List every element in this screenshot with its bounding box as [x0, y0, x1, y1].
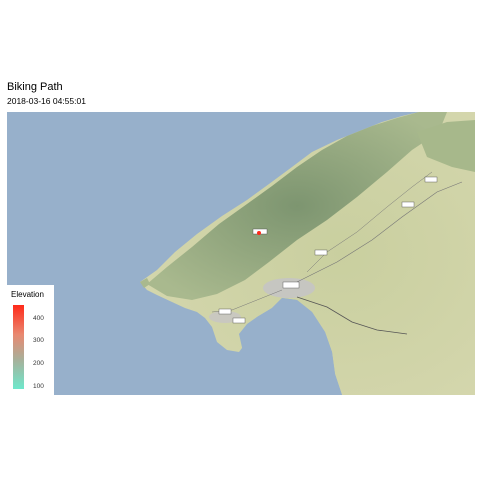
legend-tick-300: 300	[33, 337, 44, 344]
island-landmass	[140, 112, 475, 395]
map-panel[interactable]: Elevation 400 300 200 100	[7, 112, 475, 395]
path-point	[257, 231, 261, 235]
chart-title: Biking Path	[7, 81, 63, 93]
chart-subtitle: 2018-03-16 04:55:01	[7, 96, 86, 106]
legend-tick-100: 100	[33, 383, 44, 390]
legend-tick-200: 200	[33, 360, 44, 367]
islet	[140, 278, 150, 288]
road-main	[296, 296, 408, 335]
legend: Elevation 400 300 200 100	[7, 285, 54, 395]
northeast-hills	[417, 120, 475, 172]
legend-color-bar	[13, 305, 24, 389]
road-north	[306, 171, 433, 273]
bay-of-palma	[239, 298, 342, 395]
mountain-range	[147, 112, 447, 300]
legend-title: Elevation	[11, 290, 44, 299]
basemap	[140, 112, 475, 395]
road-inland	[296, 181, 463, 283]
legend-tick-400: 400	[33, 315, 44, 322]
